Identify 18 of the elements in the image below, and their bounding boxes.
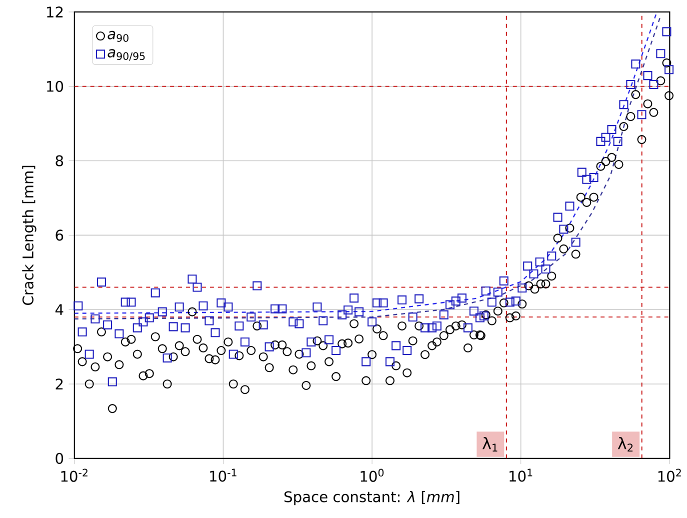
ref-line-label: λ$_{1}$ [482,436,498,452]
y-tick-label: 2 [56,378,63,390]
x-tick-label: 10$^{2}$ [658,468,681,482]
y-tick-label: 10 [47,80,64,92]
y-tick-label: 4 [55,304,64,315]
x-tick-label: 10$^{0}$ [360,468,384,482]
x-tick-label: 10$^{-2}$ [61,468,88,482]
x-tick-label: 10$^{1}$ [510,468,532,482]
legend-label: a$_{90/95}$ [108,48,145,61]
y-tick-label: 0 [56,452,64,464]
y-axis-title: Crack Length [mm] [22,166,36,305]
y-tick-label: 6 [56,230,64,241]
y-tick-label: 8 [56,155,64,166]
ref-line-label: λ$_{2}$ [618,436,633,452]
x-tick-label: 10$^{-1}$ [210,468,236,482]
x-axis-title: Space constant: λ [mm] [284,490,460,506]
y-tick-label: 12 [47,6,63,18]
legend-label: a$_{90}$ [108,30,128,42]
